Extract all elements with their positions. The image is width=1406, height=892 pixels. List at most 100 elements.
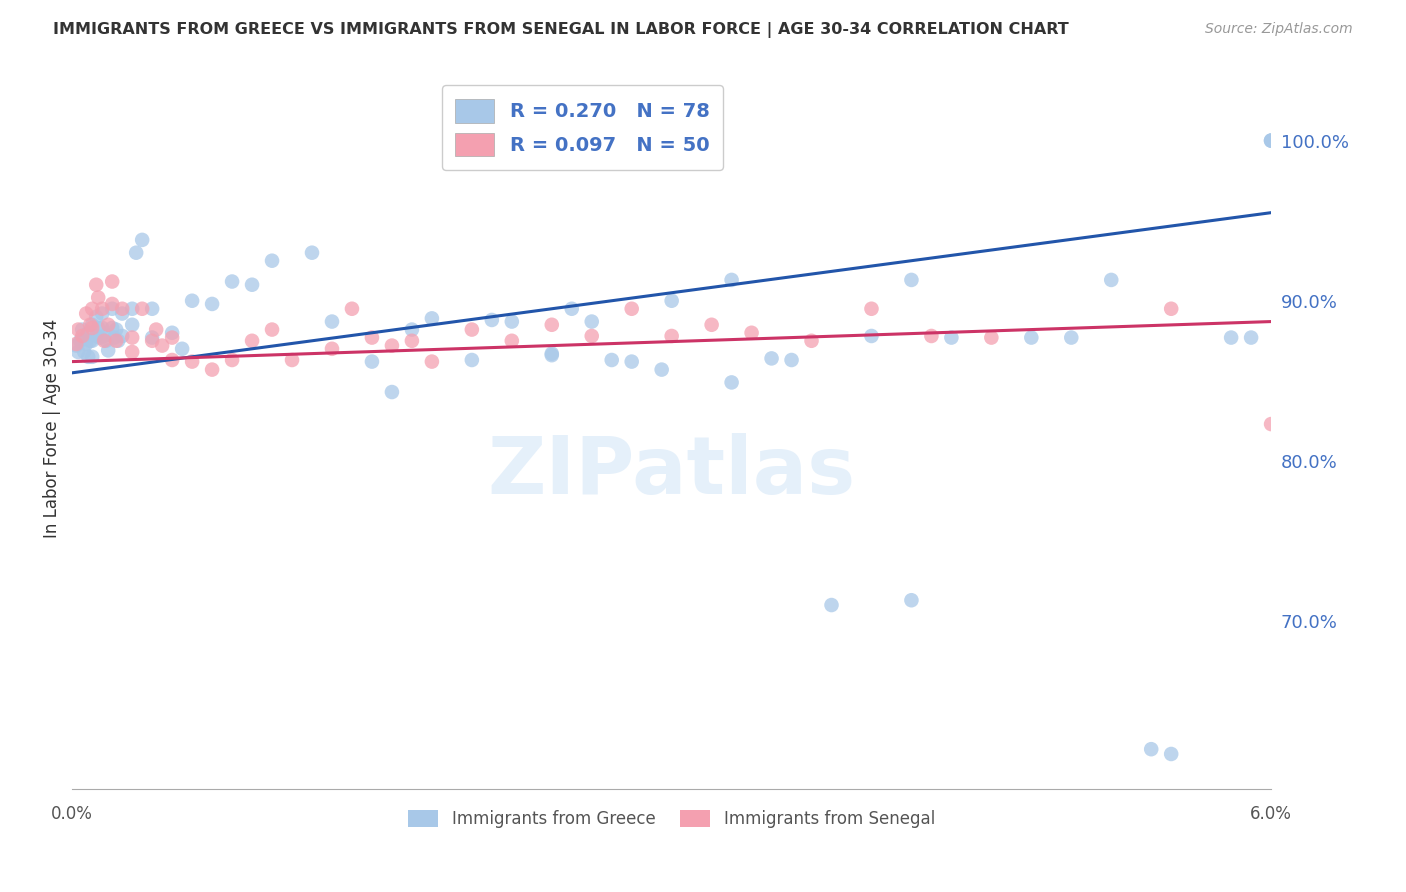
Point xyxy=(600,353,623,368)
Point xyxy=(1240,330,1263,344)
Point xyxy=(101,301,124,316)
Point xyxy=(420,354,443,368)
Point xyxy=(97,318,120,332)
Point xyxy=(105,322,128,336)
Point xyxy=(67,322,90,336)
Point xyxy=(1220,330,1243,344)
Point xyxy=(860,329,883,343)
Point xyxy=(1260,134,1282,148)
Point xyxy=(141,330,163,344)
Text: Source: ZipAtlas.com: Source: ZipAtlas.com xyxy=(1205,22,1353,37)
Point xyxy=(501,334,523,348)
Point xyxy=(581,314,603,328)
Point xyxy=(201,362,224,376)
Point xyxy=(89,330,111,344)
Point xyxy=(920,329,942,343)
Point xyxy=(105,334,128,348)
Point xyxy=(221,353,243,368)
Point xyxy=(1260,417,1282,431)
Point xyxy=(561,301,583,316)
Point xyxy=(97,343,120,358)
Point xyxy=(172,342,194,356)
Point xyxy=(107,334,129,348)
Point xyxy=(340,301,363,316)
Point xyxy=(84,329,107,343)
Point xyxy=(96,334,118,348)
Y-axis label: In Labor Force | Age 30-34: In Labor Force | Age 30-34 xyxy=(44,319,60,539)
Point xyxy=(181,354,204,368)
Point xyxy=(160,330,183,344)
Point xyxy=(181,293,204,308)
Point xyxy=(121,330,143,344)
Point xyxy=(720,273,742,287)
Point xyxy=(87,321,110,335)
Point xyxy=(761,351,783,366)
Point xyxy=(1260,134,1282,148)
Point xyxy=(121,318,143,332)
Point xyxy=(82,321,104,335)
Point xyxy=(941,330,963,344)
Point xyxy=(581,329,603,343)
Point xyxy=(84,310,107,324)
Point xyxy=(70,322,93,336)
Point xyxy=(461,322,484,336)
Point xyxy=(321,342,343,356)
Point xyxy=(1099,273,1122,287)
Point xyxy=(75,337,97,351)
Point xyxy=(321,314,343,328)
Point xyxy=(540,348,562,362)
Point xyxy=(69,334,91,348)
Point xyxy=(1021,330,1043,344)
Point xyxy=(82,301,104,316)
Point xyxy=(461,353,484,368)
Point xyxy=(1060,330,1083,344)
Point xyxy=(77,326,100,340)
Point xyxy=(1160,301,1182,316)
Point xyxy=(620,301,643,316)
Point xyxy=(401,322,423,336)
Point xyxy=(75,307,97,321)
Point xyxy=(101,275,124,289)
Point xyxy=(82,334,104,348)
Point xyxy=(91,301,114,316)
Point xyxy=(150,338,173,352)
Point xyxy=(73,345,96,359)
Point xyxy=(84,277,107,292)
Point xyxy=(361,330,384,344)
Legend: Immigrants from Greece, Immigrants from Senegal: Immigrants from Greece, Immigrants from … xyxy=(402,804,942,835)
Point xyxy=(70,332,93,346)
Text: IMMIGRANTS FROM GREECE VS IMMIGRANTS FROM SENEGAL IN LABOR FORCE | AGE 30-34 COR: IMMIGRANTS FROM GREECE VS IMMIGRANTS FRO… xyxy=(53,22,1069,38)
Point xyxy=(381,385,404,400)
Point xyxy=(111,301,134,316)
Point xyxy=(103,330,125,344)
Point xyxy=(481,313,503,327)
Point xyxy=(420,311,443,326)
Point xyxy=(111,307,134,321)
Point xyxy=(65,337,87,351)
Point xyxy=(540,346,562,360)
Point xyxy=(121,345,143,359)
Text: ZIPatlas: ZIPatlas xyxy=(488,434,856,511)
Point xyxy=(240,277,263,292)
Point xyxy=(91,307,114,321)
Point xyxy=(221,275,243,289)
Point xyxy=(780,353,803,368)
Point xyxy=(860,301,883,316)
Point xyxy=(160,353,183,368)
Point xyxy=(141,301,163,316)
Point xyxy=(240,334,263,348)
Point xyxy=(361,354,384,368)
Point xyxy=(145,322,167,336)
Point xyxy=(160,326,183,340)
Point xyxy=(82,350,104,364)
Point xyxy=(501,314,523,328)
Point xyxy=(79,318,101,332)
Point xyxy=(65,338,87,352)
Point xyxy=(70,329,93,343)
Point xyxy=(401,334,423,348)
Point xyxy=(720,376,742,390)
Point xyxy=(125,245,148,260)
Point xyxy=(661,329,683,343)
Point xyxy=(87,291,110,305)
Point xyxy=(141,334,163,348)
